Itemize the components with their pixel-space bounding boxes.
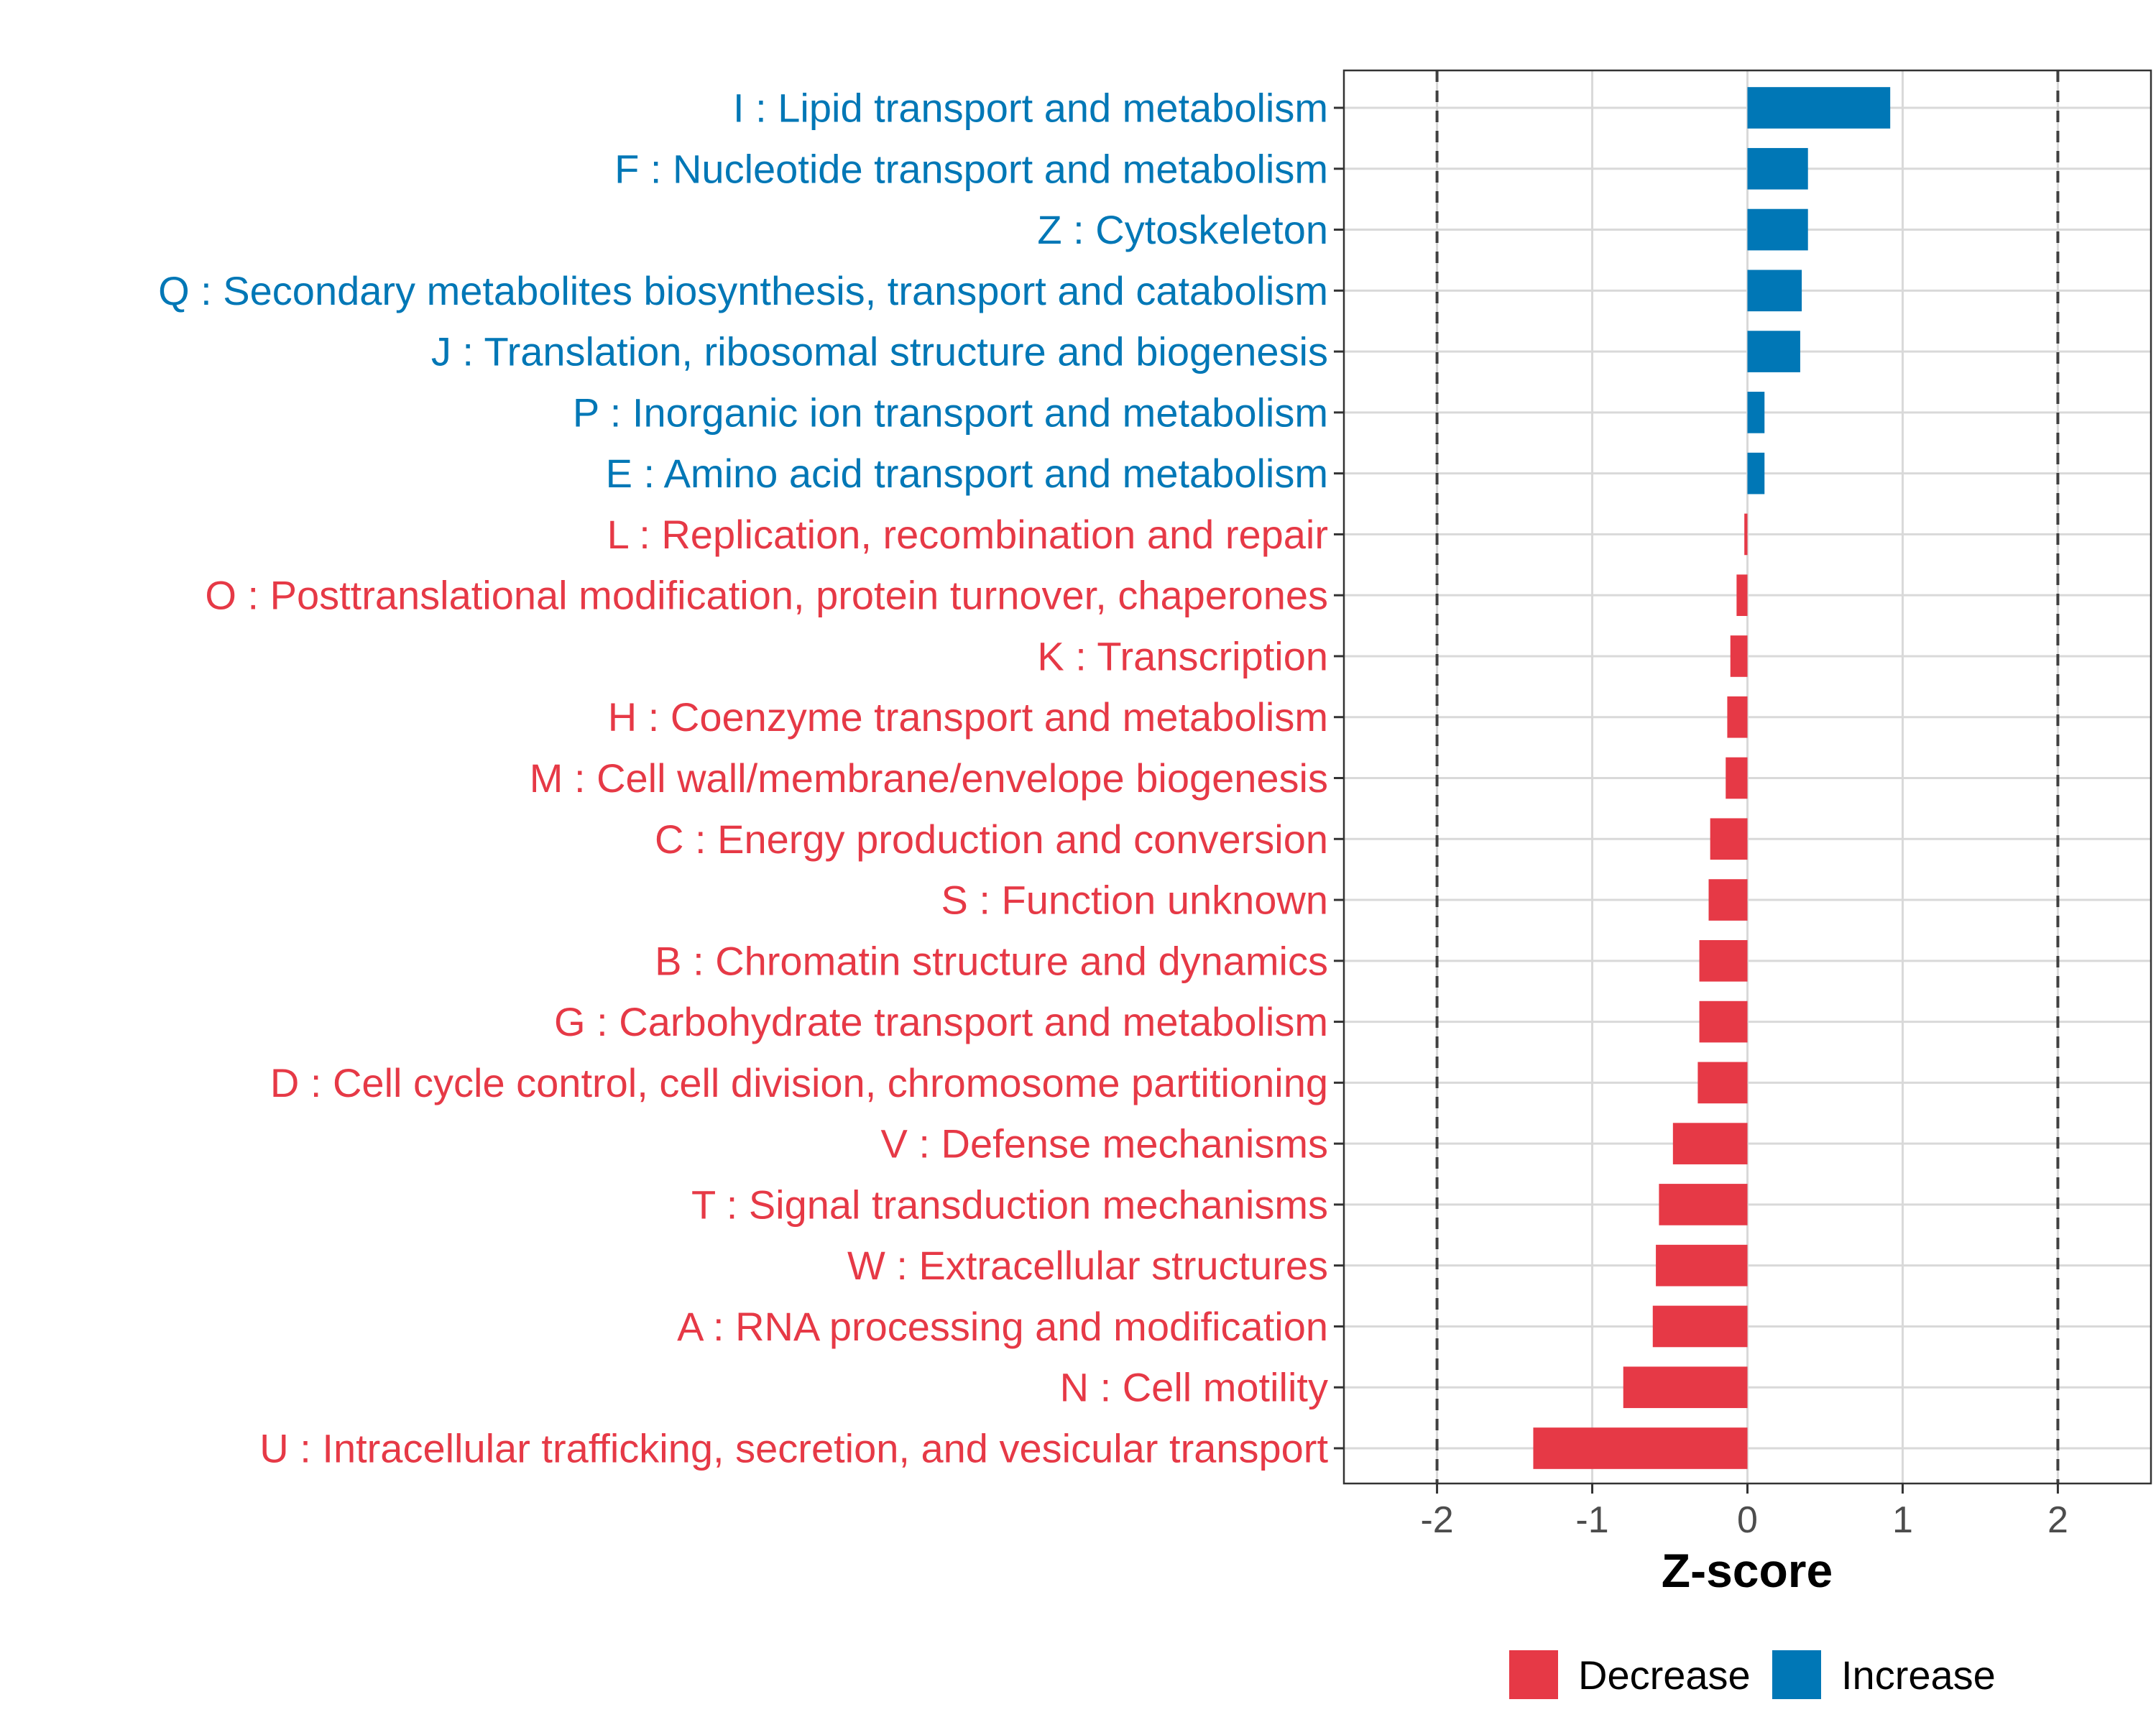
x-tick-label: 1	[1892, 1499, 1913, 1541]
y-category-label: G : Carbohydrate transport and metabolis…	[554, 999, 1328, 1044]
y-category-label: M : Cell wall/membrane/envelope biogenes…	[530, 755, 1328, 801]
y-category-label: D : Cell cycle control, cell division, c…	[270, 1060, 1328, 1105]
y-category-label: C : Energy production and conversion	[655, 816, 1328, 862]
y-category-label: O : Posttranslational modification, prot…	[205, 573, 1328, 618]
bar	[1708, 879, 1748, 921]
bar	[1727, 696, 1748, 738]
y-category-label: V : Defense mechanisms	[881, 1121, 1328, 1167]
bar	[1697, 1062, 1748, 1104]
x-axis-ticks: -2 -1 0 1 2	[1420, 1484, 2068, 1541]
bar	[1730, 635, 1748, 677]
bar	[1736, 574, 1748, 617]
bar	[1747, 452, 1765, 494]
y-category-label: J : Translation, ribosomal structure and…	[431, 329, 1328, 374]
bar	[1699, 1000, 1748, 1043]
bar	[1747, 147, 1808, 190]
bar	[1747, 331, 1800, 372]
y-category-label: L : Replication, recombination and repai…	[607, 512, 1328, 557]
bar	[1656, 1244, 1748, 1287]
y-category-label: E : Amino acid transport and metabolism	[606, 451, 1328, 496]
bar	[1747, 87, 1891, 129]
x-tick-label: -2	[1420, 1499, 1453, 1541]
legend: Decrease Increase	[1509, 1650, 1996, 1699]
legend-label-decrease: Decrease	[1578, 1652, 1751, 1698]
y-axis-ticks	[1334, 106, 1344, 1450]
y-category-label: W : Extracellular structures	[847, 1243, 1328, 1288]
bar	[1652, 1305, 1748, 1348]
legend-label-increase: Increase	[1841, 1652, 1996, 1698]
y-category-label: I : Lipid transport and metabolism	[733, 86, 1328, 131]
y-category-label: H : Coenzyme transport and metabolism	[608, 694, 1328, 740]
bar	[1726, 757, 1748, 799]
bar	[1699, 939, 1748, 982]
bar	[1744, 513, 1748, 556]
y-axis-category-labels: I : Lipid transport and metabolism F : Nu…	[158, 86, 1328, 1471]
bar	[1533, 1427, 1748, 1469]
y-category-label: N : Cell motility	[1060, 1365, 1328, 1410]
bar	[1710, 818, 1748, 860]
y-category-label: U : Intracellular trafficking, secretion…	[259, 1426, 1328, 1471]
bar	[1747, 392, 1765, 433]
bar	[1747, 208, 1808, 251]
x-tick-label: -1	[1575, 1499, 1608, 1541]
reference-lines	[1435, 70, 2060, 1484]
x-tick-label: 2	[2047, 1499, 2068, 1541]
bar	[1623, 1366, 1748, 1409]
y-category-label: Z : Cytoskeleton	[1037, 207, 1328, 252]
bar	[1747, 270, 1802, 312]
legend-swatch-increase	[1772, 1650, 1821, 1699]
x-tick-label: 0	[1737, 1499, 1758, 1541]
y-category-label: K : Transcription	[1037, 633, 1328, 678]
bars	[1533, 87, 1891, 1469]
bar	[1659, 1184, 1748, 1225]
legend-swatch-decrease	[1509, 1650, 1558, 1699]
y-category-label: F : Nucleotide transport and metabolism	[614, 146, 1328, 191]
y-category-label: B : Chromatin structure and dynamics	[655, 938, 1328, 983]
y-category-label: T : Signal transduction mechanisms	[691, 1182, 1328, 1227]
y-category-label: Q : Secondary metabolites biosynthesis, …	[158, 268, 1328, 313]
y-category-label: A : RNA processing and modification	[677, 1304, 1328, 1349]
x-axis-title: Z-score	[1662, 1544, 1833, 1597]
bar	[1672, 1123, 1748, 1164]
y-category-label: P : Inorganic ion transport and metaboli…	[573, 390, 1328, 435]
y-category-label: S : Function unknown	[941, 878, 1328, 923]
